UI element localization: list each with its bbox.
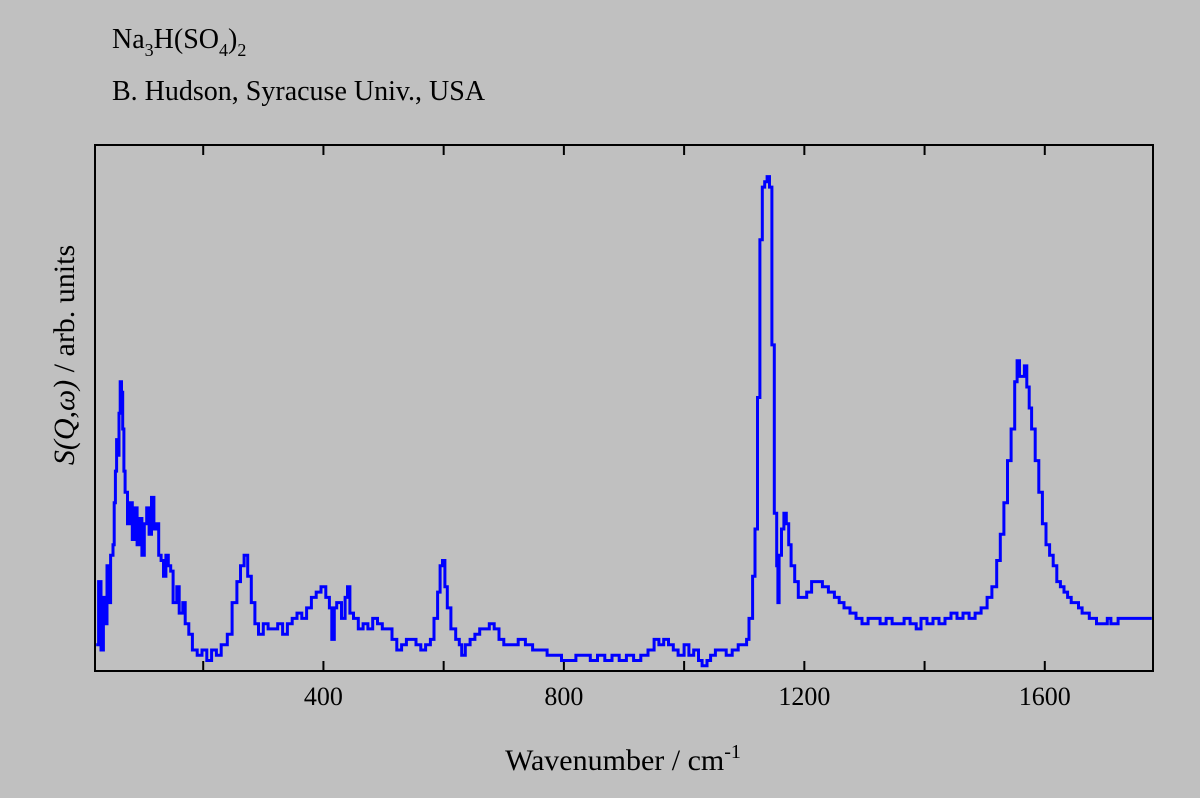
x-tick-label-800: 800 (544, 682, 583, 711)
x-tick-label-1200: 1200 (778, 682, 830, 711)
x-tick-label-400: 400 (304, 682, 343, 711)
chart-subtitle: B. Hudson, Syracuse Univ., USA (112, 76, 486, 107)
series-line (96, 175, 1152, 668)
x-axis-ticks (202, 145, 1046, 671)
x-axis-tick-labels: 400 800 1200 1600 (304, 682, 1071, 711)
x-axis-label: Wavenumber / cm-1 (505, 741, 741, 777)
plot-frame (94, 144, 1154, 672)
chart-title: Na3H(SO4)2 (112, 24, 246, 60)
y-axis-label: S(Q,ω) / arb. units (48, 245, 81, 465)
x-tick-label-1600: 1600 (1019, 682, 1071, 711)
